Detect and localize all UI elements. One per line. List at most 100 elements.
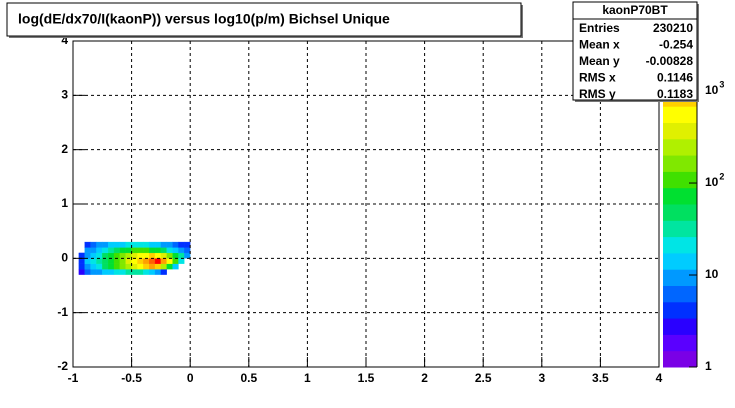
heatmap-cell bbox=[125, 269, 132, 275]
palette-band bbox=[663, 122, 697, 140]
x-tick-label: -0.5 bbox=[121, 371, 142, 385]
stats-label: RMS x bbox=[579, 71, 616, 85]
z-tick-label: 1 bbox=[705, 359, 712, 373]
heatmap-cell bbox=[84, 252, 91, 259]
heatmap-cell bbox=[84, 247, 91, 254]
palette-band bbox=[663, 350, 697, 368]
palette-band bbox=[663, 285, 697, 303]
heatmap-cell bbox=[108, 252, 115, 259]
heatmap-cell bbox=[166, 252, 173, 259]
stats-label: RMS y bbox=[579, 87, 616, 101]
x-tick-label: 2 bbox=[421, 371, 428, 385]
heatmap-cell bbox=[166, 247, 173, 254]
heatmap-cell bbox=[149, 247, 156, 254]
heatmap-cell bbox=[108, 263, 115, 270]
heatmap-cell bbox=[102, 263, 109, 270]
heatmap-cell bbox=[96, 252, 103, 259]
heatmap-cell bbox=[125, 263, 132, 270]
heatmap-cell bbox=[137, 241, 144, 248]
x-tick-label: 0 bbox=[187, 371, 194, 385]
heatmap-cell bbox=[131, 241, 138, 248]
heatmap-cell bbox=[154, 263, 162, 270]
palette-band bbox=[663, 236, 697, 254]
heatmap-cell bbox=[102, 258, 109, 264]
heatmap-cell bbox=[78, 269, 85, 275]
heatmap-cell bbox=[137, 269, 144, 275]
palette-band bbox=[663, 334, 697, 352]
heatmap-cell bbox=[178, 247, 185, 254]
heatmap-cell bbox=[108, 269, 115, 275]
stats-label: Mean y bbox=[579, 54, 620, 68]
heatmap-cell bbox=[119, 269, 126, 275]
heatmap-cell bbox=[160, 269, 167, 275]
heatmap-cell bbox=[160, 258, 167, 264]
x-tick-label: 3.5 bbox=[592, 371, 609, 385]
heatmap-cell bbox=[113, 247, 121, 254]
palette-band bbox=[663, 252, 697, 270]
stats-value: 0.1183 bbox=[657, 87, 693, 101]
heatmap-cell bbox=[143, 263, 150, 270]
plot-frame bbox=[72, 40, 660, 368]
heatmap-cell bbox=[154, 258, 162, 264]
palette-band bbox=[663, 318, 697, 335]
heatmap-cell bbox=[84, 241, 91, 248]
heatmap-cell bbox=[184, 247, 191, 254]
heatmap-cell bbox=[125, 252, 132, 259]
heatmap-cell bbox=[154, 252, 162, 259]
heatmap-cell bbox=[166, 241, 173, 248]
heatmap-cell bbox=[96, 263, 103, 270]
palette-band bbox=[663, 187, 697, 205]
x-tick-label: -1 bbox=[68, 371, 79, 385]
heatmap-cell bbox=[113, 241, 121, 248]
heatmap-cell bbox=[119, 241, 126, 248]
heatmap-cell bbox=[113, 252, 121, 259]
palette-band bbox=[663, 106, 697, 123]
heatmap-cell bbox=[131, 258, 138, 264]
heatmap-cell bbox=[119, 258, 126, 264]
heatmap-cell bbox=[143, 252, 150, 259]
stats-value: 0.1146 bbox=[657, 71, 693, 85]
stats-label: Mean x bbox=[579, 38, 620, 52]
heatmap-cell bbox=[137, 247, 144, 254]
x-tick-label: 0.5 bbox=[240, 371, 257, 385]
heatmap-cell bbox=[154, 269, 162, 275]
heatmap-cell bbox=[84, 269, 91, 275]
y-tick-label: 1 bbox=[61, 196, 68, 210]
heatmap-cell bbox=[84, 258, 91, 264]
heatmap-cell bbox=[119, 247, 126, 254]
heatmap-cell bbox=[90, 241, 97, 248]
chart-title: log(dE/dx70/I(kaonP)) versus log10(p/m) … bbox=[18, 11, 390, 27]
heatmap-cell bbox=[178, 258, 185, 264]
heatmap-cell bbox=[90, 263, 97, 270]
heatmap-cell bbox=[160, 263, 167, 270]
stats-value: 230210 bbox=[653, 21, 693, 35]
z-tick-label: 10 bbox=[705, 175, 719, 189]
heatmap-cell bbox=[90, 247, 97, 254]
heatmap-cell bbox=[143, 258, 150, 264]
heatmap-cell bbox=[143, 269, 150, 275]
heatmap-cell bbox=[137, 258, 144, 264]
heatmap-cell bbox=[154, 247, 162, 254]
heatmap-cell bbox=[172, 263, 179, 270]
heatmap-cell bbox=[160, 247, 167, 254]
heatmap-cell bbox=[84, 263, 91, 270]
heatmap-cell bbox=[131, 269, 138, 275]
z-tick-label: 10 bbox=[705, 83, 719, 97]
z-tick-exponent: 2 bbox=[719, 171, 724, 181]
heatmap-cell bbox=[166, 258, 173, 264]
heatmap-cell bbox=[149, 263, 156, 270]
heatmap-cell bbox=[131, 252, 138, 259]
y-tick-label: 0 bbox=[61, 251, 68, 265]
y-tick-label: -2 bbox=[57, 359, 68, 373]
heatmap-cell bbox=[113, 263, 121, 270]
heatmap-cell bbox=[78, 258, 85, 264]
heatmap-cell bbox=[108, 258, 115, 264]
heatmap-cell bbox=[108, 247, 115, 254]
heatmap-cell bbox=[125, 241, 132, 248]
y-tick-label: 2 bbox=[61, 142, 68, 156]
stats-box: kaonP70BT Entries 230210 Mean x -0.254 Mean y… bbox=[572, 1, 699, 102]
y-tick-label: 4 bbox=[61, 33, 68, 47]
heatmap-cell bbox=[160, 241, 167, 248]
heatmap-cell bbox=[149, 241, 156, 248]
